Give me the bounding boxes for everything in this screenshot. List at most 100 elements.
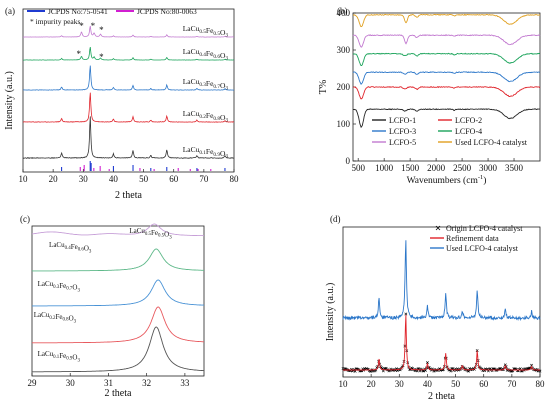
y-tick-label: 300	[337, 45, 351, 55]
formula-part: Fe	[55, 313, 62, 321]
formula-part: 0.2	[49, 316, 56, 321]
x-tick-label: 2000	[427, 163, 446, 173]
data-marker	[343, 367, 347, 371]
panel-d: 10 20 30 40 50 60 70 80 2 theta Intensity (a.u.) (…	[325, 214, 545, 402]
x-tick-label: 10	[19, 174, 29, 184]
x-tick-label: 32	[142, 378, 151, 388]
data-marker	[518, 367, 522, 371]
legend-label: JCPDS No:80-0063	[137, 7, 197, 16]
legend-label: LCFO-2	[455, 116, 482, 125]
series-line	[32, 306, 204, 344]
formula-part: LaCu	[129, 227, 145, 235]
data-marker	[475, 349, 479, 352]
series-label: LaCu0.4Fe0.6O3	[49, 241, 92, 254]
formula-part: Fe	[71, 243, 78, 251]
series-label: LaCu0.2Fe0.8O3	[34, 311, 77, 324]
formula-part: O	[69, 315, 74, 323]
x-tick-label: 500	[351, 163, 365, 173]
x-tick-label: 2500	[453, 163, 472, 173]
legend-label: LCFO-3	[389, 127, 416, 136]
legend-label: Used LCFO-4 catalyst	[446, 244, 519, 253]
formula-part: O	[72, 284, 77, 292]
formula-part: Fe	[206, 49, 214, 58]
formula-part: 3	[169, 235, 172, 240]
x-tick-label: 33	[180, 378, 190, 388]
legend-label: LCFO-5	[389, 138, 416, 147]
legend-label: LCFO-1	[389, 116, 416, 125]
series-line	[22, 25, 234, 38]
formula-part: 3	[225, 154, 228, 160]
formula-part: LaCu	[34, 311, 50, 319]
x-tick-label: 70	[507, 379, 517, 389]
formula-part: LaCu	[183, 77, 200, 86]
formula-part: 3	[225, 56, 228, 62]
formula-part: 0.3	[53, 285, 60, 290]
y-tick-label: 200	[337, 82, 351, 92]
impurity-marker: *	[99, 52, 104, 62]
formula-part: 0.5	[199, 29, 206, 35]
plot-frame	[342, 226, 541, 378]
x-tick-label: 3000	[479, 163, 498, 173]
formula-part: Fe	[151, 229, 158, 237]
formula-part: 0.1	[53, 355, 60, 360]
series-label: LaCu0.4Fe0.6O3	[183, 47, 229, 62]
data-marker	[530, 363, 533, 367]
series-line	[353, 108, 540, 129]
panel-label: (d)	[330, 214, 341, 224]
series-line	[31, 223, 204, 237]
x-tick-label: 80	[536, 379, 546, 389]
x-axis-label: 2 theta	[105, 388, 132, 399]
series-line	[32, 326, 204, 373]
series-line	[23, 47, 234, 61]
series-label: LaCu0.5Fe0.5O3	[183, 24, 229, 39]
series-line	[353, 13, 541, 28]
series-label: LaCu0.1Fe0.9O3	[183, 145, 229, 160]
formula-part: 0.4	[199, 52, 206, 58]
legend-label: Origin LCFO-4 catalyst	[446, 224, 523, 233]
formula-part: O	[72, 354, 77, 362]
series-line	[352, 85, 541, 100]
x-axis-label: 2 theta	[428, 391, 455, 402]
x-axis-label: 2 theta	[115, 190, 142, 201]
formula-part: 0.2	[199, 114, 206, 120]
series-line	[32, 279, 205, 307]
series-line	[352, 52, 541, 67]
formula-part: O	[220, 51, 226, 60]
x-tick-label: 30	[79, 174, 89, 184]
formula-part: LaCu	[49, 241, 65, 249]
x-tick-label: 30	[66, 378, 76, 388]
x-tick-label: 31	[104, 378, 113, 388]
formula-part: 0.5	[213, 31, 220, 37]
formula-part: 0.5	[145, 232, 152, 237]
series-line	[342, 240, 541, 322]
panel-label: (a)	[5, 6, 15, 16]
x-tick-label: 50	[451, 379, 461, 389]
y-tick-label: 100	[337, 119, 351, 129]
formula-part: LaCu	[38, 350, 54, 358]
legend-swatch	[435, 225, 441, 231]
formula-part: 0.9	[213, 152, 220, 158]
formula-part: Fe	[59, 352, 66, 360]
formula-part: 0.4	[65, 246, 72, 251]
formula-part: 0.8	[213, 116, 220, 122]
y-tick-label: 400	[337, 8, 351, 18]
y-tick-label: 0	[346, 156, 351, 166]
legend-label: JCPDS No:75-0541	[48, 7, 108, 16]
formula-part: LaCu	[183, 145, 200, 154]
formula-part: 3	[77, 288, 80, 293]
data-marker	[381, 369, 385, 373]
x-tick-label: 20	[49, 174, 59, 184]
formula-part: 0.6	[78, 248, 85, 253]
x-tick-label: 3500	[505, 163, 524, 173]
x-tick-label: 1000	[375, 163, 394, 173]
formula-part: O	[220, 81, 226, 90]
panel-a: 10 20 30 40 50 60 70 80 2 theta Intensity (a.u.) (…	[4, 6, 239, 201]
x-tick-label: 60	[169, 174, 179, 184]
x-tick-label: 30	[395, 379, 405, 389]
annotation: * impurity peaks	[30, 17, 80, 26]
panel-c: 29 30 31 32 332 theta(c)LaCu0.5Fe0.5O3LaCu0.…	[20, 214, 205, 399]
panel-label: (c)	[20, 214, 30, 224]
formula-part: 3	[74, 319, 77, 324]
formula-part: 3	[225, 118, 228, 124]
